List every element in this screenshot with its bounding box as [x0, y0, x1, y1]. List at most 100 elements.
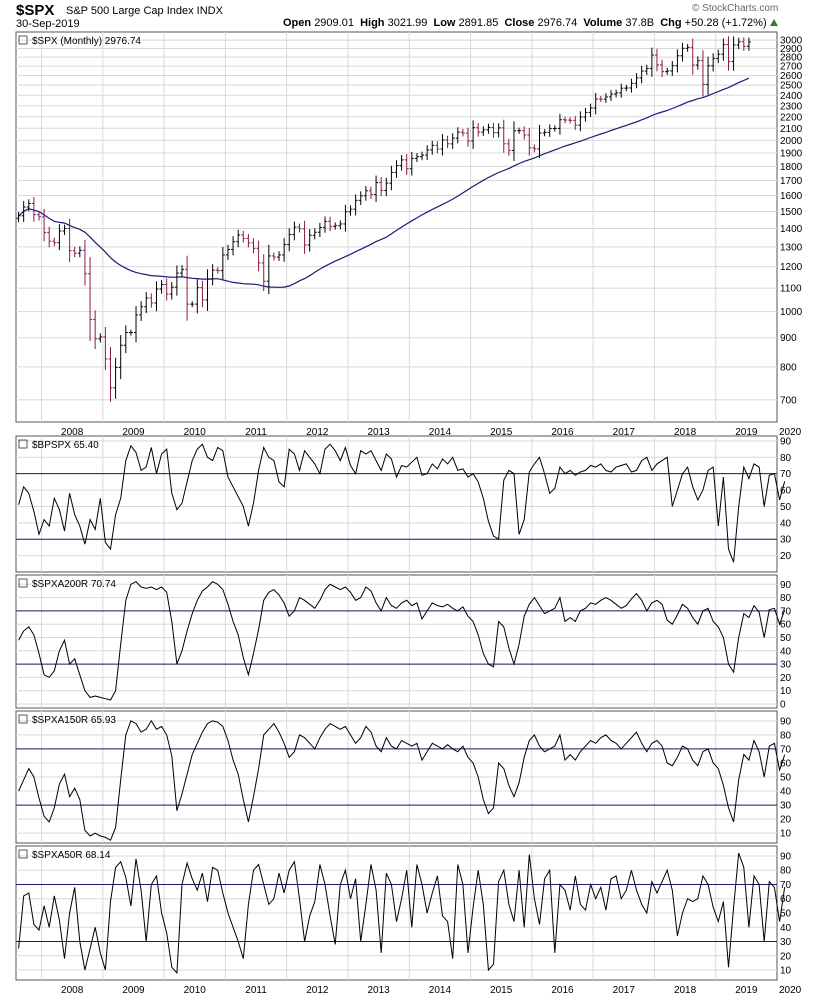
y-tick-label: 1300 — [780, 242, 803, 253]
y-tick-label: 90 — [780, 580, 792, 591]
watermark-logo: © StockCharts.com — [692, 3, 779, 14]
price-bar — [322, 216, 327, 233]
pane-legend: $BPSPX 65.40 — [32, 440, 99, 451]
price-bar — [598, 96, 603, 103]
price-bar — [118, 335, 123, 380]
price-bar — [67, 218, 72, 262]
price-bar — [52, 237, 57, 247]
price-bar — [670, 60, 675, 76]
x-tick-label: 2010 — [184, 985, 207, 996]
y-tick-label: 10 — [780, 966, 792, 977]
price-bar — [174, 265, 179, 296]
legend-indicator-icon — [18, 578, 28, 588]
price-bar — [491, 122, 496, 138]
y-tick-label: 1900 — [780, 149, 803, 160]
price-bar — [47, 226, 52, 248]
price-bar — [302, 220, 307, 254]
price-bar — [169, 281, 174, 300]
price-bar — [72, 246, 77, 258]
price-bar — [471, 120, 476, 149]
price-bar — [312, 228, 317, 240]
symbol-description: S&P 500 Large Cap Index INDX — [66, 5, 223, 17]
price-bar — [450, 133, 455, 149]
moving-average-line — [18, 77, 750, 288]
price-bar — [522, 126, 527, 140]
price-bar — [134, 306, 139, 343]
x-tick-label: 2011 — [245, 985, 267, 996]
chart-date: 30-Sep-2019 — [16, 18, 80, 30]
y-tick-label: 60 — [780, 620, 792, 631]
chart-pane-1: 700 800 900 1000 1100 1200 1300 1400 1500 1600 170… — [15, 31, 803, 438]
price-bar — [624, 84, 629, 92]
price-bar — [399, 154, 404, 171]
y-tick-label: 30 — [780, 937, 792, 948]
y-tick-label: 80 — [780, 730, 792, 741]
price-bar — [21, 201, 26, 223]
y-tick-label: 20 — [780, 815, 792, 826]
low-label: Low — [433, 17, 456, 29]
y-tick-label: 30 — [780, 535, 792, 546]
price-bar — [614, 89, 619, 98]
pane-frame — [15, 435, 778, 573]
price-bar — [225, 244, 230, 260]
price-bar — [348, 205, 353, 216]
volume-value: 37.8B — [625, 17, 655, 29]
price-bar — [77, 246, 82, 258]
x-tick-label: 2018 — [674, 985, 697, 996]
price-bar — [179, 265, 184, 278]
price-bar — [568, 116, 573, 124]
y-tick-label: 30 — [780, 660, 792, 671]
y-tick-label: 2200 — [780, 112, 803, 123]
price-bar — [629, 78, 634, 93]
price-bar — [404, 154, 409, 175]
price-bar — [695, 56, 700, 70]
y-tick-label: 50 — [780, 502, 792, 513]
high-label: High — [360, 17, 385, 29]
price-bar — [16, 211, 21, 223]
y-tick-label: 2500 — [780, 81, 803, 92]
x-tick-label: 2020 — [779, 427, 802, 438]
x-tick-label: 2013 — [367, 427, 390, 438]
price-bar — [241, 230, 246, 243]
price-bar — [665, 67, 670, 75]
price-bar — [644, 64, 649, 75]
x-tick-label: 2009 — [122, 985, 145, 996]
price-bar — [307, 229, 312, 252]
price-bar — [532, 144, 537, 153]
price-bar — [578, 111, 583, 132]
price-bar — [231, 236, 236, 256]
y-tick-label: 90 — [780, 851, 792, 862]
price-bar — [353, 194, 358, 216]
y-tick-label: 60 — [780, 758, 792, 769]
x-tick-label: 2015 — [490, 427, 513, 438]
legend-indicator-icon — [18, 714, 28, 724]
y-tick-label: 2300 — [780, 101, 803, 112]
chart-pane-4: 10 20 30 40 50 60 70 80 90 $SPXA150R 65.93 — [15, 710, 792, 844]
x-tick-label: 2008 — [61, 427, 84, 438]
x-tick-label: 2009 — [122, 427, 145, 438]
y-tick-label: 30 — [780, 801, 792, 812]
chart-pane-5: 10 20 30 40 50 60 70 80 90 $SPXA50R 68.14 2008 2009… — [15, 845, 802, 996]
chart-pane-3: 0 10 20 30 40 50 60 70 80 90 $SPXA200R 70.74 — [15, 574, 792, 711]
close-value: 2976.74 — [537, 17, 578, 29]
y-tick-label: 40 — [780, 518, 792, 529]
price-bar — [374, 175, 379, 203]
price-bar — [660, 59, 665, 78]
y-tick-label: 80 — [780, 866, 792, 877]
price-bar — [164, 278, 169, 301]
price-bar — [690, 38, 695, 75]
price-bar — [328, 216, 333, 232]
price-bar — [420, 151, 425, 161]
x-tick-label: 2012 — [306, 985, 329, 996]
y-tick-label: 2600 — [780, 71, 803, 82]
symbol-title: $SPX — [16, 2, 55, 19]
price-bar — [389, 165, 394, 191]
price-bar — [215, 267, 220, 274]
price-bar — [251, 238, 256, 254]
price-bar — [26, 199, 31, 212]
pane-legend: $SPXA50R 68.14 — [32, 850, 111, 861]
price-bar — [711, 53, 716, 72]
legend-indicator-icon — [18, 35, 28, 45]
x-tick-label: 2017 — [613, 985, 636, 996]
y-tick-label: 40 — [780, 923, 792, 934]
